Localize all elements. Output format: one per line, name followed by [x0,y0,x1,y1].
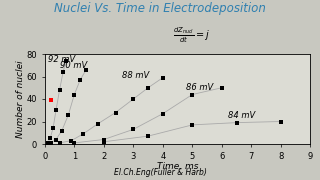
Text: 90 mV: 90 mV [60,61,87,70]
Text: 86 mV: 86 mV [187,83,214,92]
Text: El.Ch.Eng(Fuller & Harb): El.Ch.Eng(Fuller & Harb) [114,168,206,177]
Text: 92 mV: 92 mV [48,55,76,64]
Text: 88 mV: 88 mV [122,71,149,80]
Y-axis label: Number of nuclei: Number of nuclei [16,60,25,138]
Text: $\frac{dZ_{nucl}}{dt} = j$: $\frac{dZ_{nucl}}{dt} = j$ [173,25,211,45]
X-axis label: Time, ms: Time, ms [157,162,198,171]
Text: Nuclei Vs. Time in Electrodeposition: Nuclei Vs. Time in Electrodeposition [54,2,266,15]
Text: 84 mV: 84 mV [228,111,255,120]
